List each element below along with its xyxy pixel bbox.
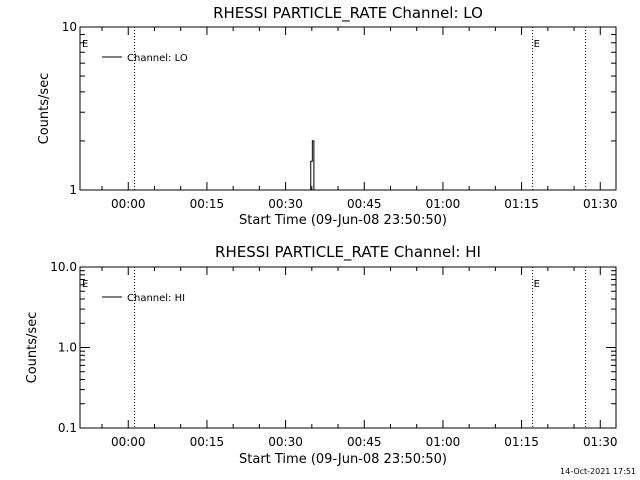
x-tick-label: 00:00 (111, 435, 146, 449)
series-line (310, 140, 315, 190)
y-axis-label: Counts/sec (25, 312, 40, 384)
x-tick-label: 00:30 (268, 435, 303, 449)
chart-title: RHESSI PARTICLE_RATE Channel: LO (213, 4, 483, 23)
plot-frame (79, 266, 617, 429)
panel-lo: RHESSI PARTICLE_RATE Channel: LO 00:00 00:… (37, 4, 618, 228)
event-marker: E (534, 39, 540, 50)
legend-label: Channel: LO (127, 53, 188, 64)
x-axis-label: Start Time (09-Jun-08 23:50:50) (239, 452, 447, 467)
x-tick-label: 01:15 (504, 435, 539, 449)
y-axis-label: Counts/sec (37, 73, 52, 145)
legend-label: Channel: HI (127, 293, 185, 304)
event-marker: E (534, 279, 540, 290)
x-tick-label: 00:45 (347, 197, 382, 211)
x-axis-label: Start Time (09-Jun-08 23:50:50) (239, 213, 447, 228)
x-tick-label: 01:30 (583, 197, 618, 211)
y-tick-label: 10 (62, 20, 77, 34)
panel-hi: RHESSI PARTICLE_RATE Channel: HI 00:00 00:… (25, 243, 618, 467)
plot-frame (79, 26, 617, 191)
footer-timestamp: 14-Oct-2021 17:51 (560, 467, 636, 476)
x-tick-label: 00:00 (111, 197, 146, 211)
left-edge-marker: E (82, 279, 88, 290)
x-tick-label: 01:30 (583, 435, 618, 449)
y-tick-label: 1 (69, 183, 77, 197)
x-tick-label: 01:00 (426, 197, 461, 211)
y-tick-label: 0.1 (58, 421, 77, 435)
chart-title: RHESSI PARTICLE_RATE Channel: HI (215, 243, 481, 262)
x-tick-label: 00:15 (190, 435, 225, 449)
x-tick-label: 00:45 (347, 435, 382, 449)
x-tick-label: 01:15 (504, 197, 539, 211)
y-tick-label: 1.0 (58, 341, 77, 355)
x-tick-label: 00:15 (190, 197, 225, 211)
left-edge-marker: E (82, 39, 88, 50)
x-tick-label: 01:00 (426, 435, 461, 449)
y-tick-label: 10.0 (50, 260, 77, 274)
x-tick-label: 00:30 (268, 197, 303, 211)
